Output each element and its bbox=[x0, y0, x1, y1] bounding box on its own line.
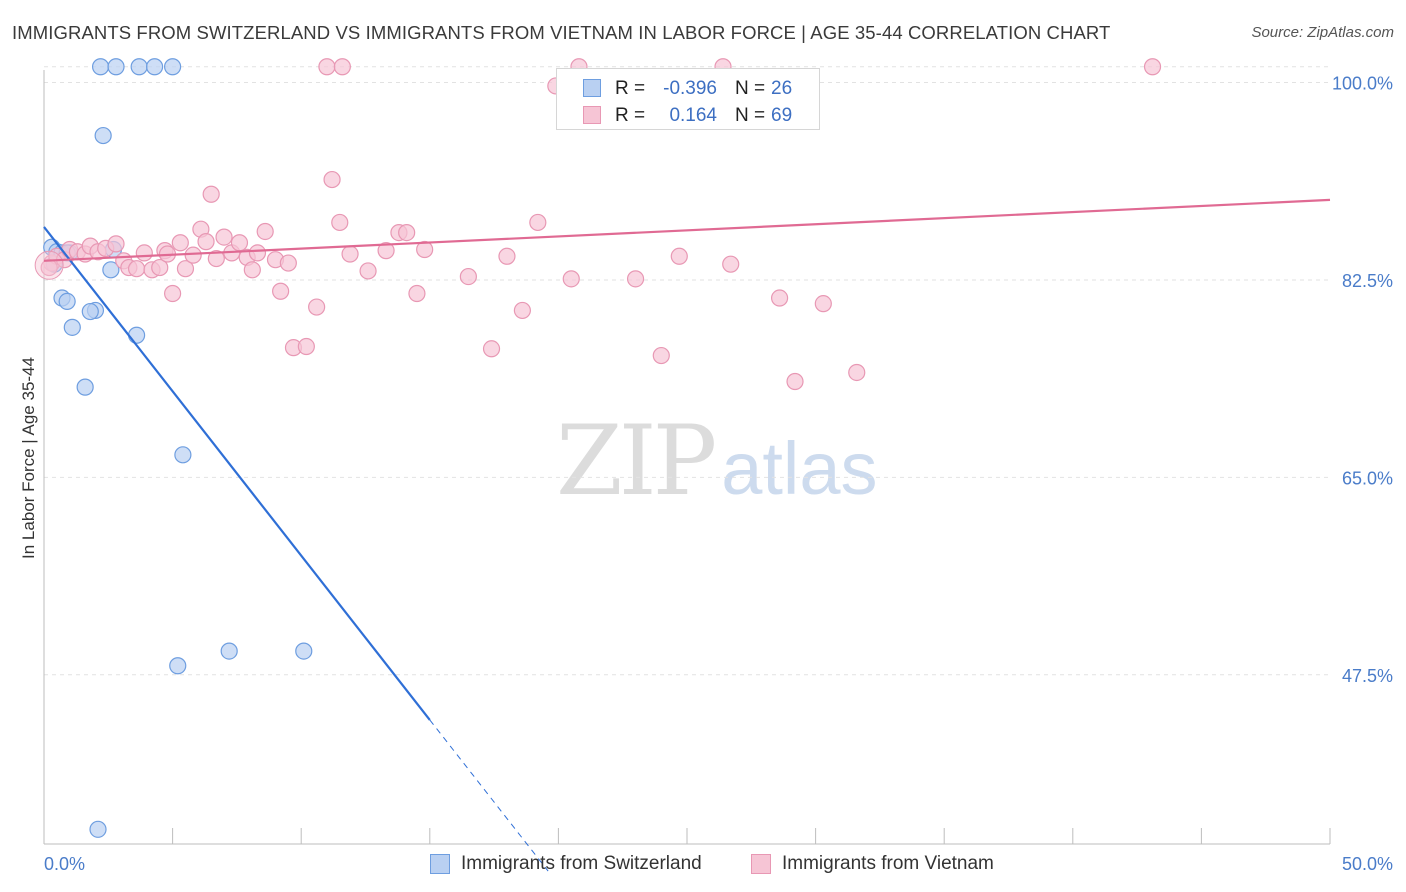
vietnam-point bbox=[341, 245, 359, 263]
vietnam-point bbox=[377, 242, 395, 260]
vietnam-point bbox=[318, 58, 336, 76]
vietnam-point bbox=[786, 372, 804, 391]
r-value: 0.164 bbox=[669, 105, 717, 126]
vietnam-point bbox=[626, 270, 645, 288]
vietnam-point bbox=[1143, 58, 1162, 76]
vietnam-point bbox=[408, 284, 426, 303]
vietnam-point bbox=[215, 228, 233, 246]
series-legend: Immigrants from Switzerland Immigrants f… bbox=[0, 852, 1406, 878]
vietnam-point bbox=[652, 346, 670, 365]
switzerland-point bbox=[76, 378, 94, 396]
n-label: N = bbox=[735, 105, 766, 126]
switzerland-point bbox=[81, 302, 99, 321]
axes bbox=[43, 70, 1331, 845]
switzerland-point bbox=[164, 58, 182, 76]
vietnam-point bbox=[151, 258, 169, 277]
vietnam-point bbox=[359, 262, 377, 280]
switzerland-point bbox=[295, 642, 313, 660]
r-label: R = bbox=[615, 105, 646, 126]
vietnam-point bbox=[256, 222, 274, 241]
vietnam-point bbox=[127, 260, 146, 278]
vietnam-point bbox=[459, 267, 477, 286]
legend-swatch-switzerland bbox=[430, 854, 450, 874]
switzerland-point bbox=[169, 657, 187, 675]
vietnam-point bbox=[513, 301, 531, 320]
switzerland-swatch bbox=[583, 79, 601, 97]
switzerland-point bbox=[130, 58, 148, 76]
vietnam-point bbox=[333, 58, 351, 76]
vietnam-point bbox=[272, 282, 290, 300]
vietnam-point bbox=[482, 340, 501, 358]
r-label: R = bbox=[615, 78, 646, 99]
vietnam-point bbox=[243, 261, 261, 279]
vietnam-point bbox=[323, 170, 341, 189]
switzerland-point bbox=[94, 126, 112, 145]
watermark-atlas: atlas bbox=[721, 427, 878, 510]
switzerland-point bbox=[63, 318, 81, 336]
gridlines bbox=[44, 66, 1330, 676]
vietnam-point bbox=[398, 223, 416, 242]
vietnam-trend-line bbox=[43, 198, 1331, 262]
vietnam-point bbox=[164, 284, 182, 303]
vietnam-cluster-point bbox=[34, 250, 64, 280]
data-points bbox=[34, 58, 1162, 838]
legend-label-vietnam: Immigrants from Vietnam bbox=[782, 853, 994, 874]
switzerland-trend-line-extension bbox=[429, 719, 549, 872]
vietnam-point bbox=[416, 240, 434, 259]
vietnam-point bbox=[197, 233, 215, 251]
vietnam-point bbox=[722, 255, 740, 273]
vietnam-point bbox=[202, 185, 220, 203]
switzerland-point bbox=[91, 58, 110, 76]
tick-labels: 100.0% 82.5% 65.0% 47.5% 0.0% 50.0% bbox=[44, 74, 1393, 874]
switzerland-point bbox=[220, 642, 238, 660]
chart-title: IMMIGRANTS FROM SWITZERLAND VS IMMIGRANT… bbox=[12, 22, 1111, 43]
vietnam-point bbox=[184, 246, 202, 264]
r-value: -0.396 bbox=[663, 78, 717, 99]
trend-lines bbox=[43, 198, 1331, 872]
vietnam-point bbox=[848, 363, 866, 382]
vietnam-point bbox=[498, 247, 516, 265]
vietnam-point bbox=[814, 295, 832, 313]
vietnam-point bbox=[331, 213, 349, 232]
legend-label-switzerland: Immigrants from Switzerland bbox=[461, 853, 702, 874]
vietnam-point bbox=[297, 337, 315, 356]
vietnam-point bbox=[248, 244, 267, 262]
n-value: 26 bbox=[771, 78, 793, 99]
switzerland-point bbox=[145, 58, 164, 76]
n-label: N = bbox=[735, 78, 766, 99]
x-tick-label: 0.0% bbox=[44, 854, 85, 874]
source-label: Source: ZipAtlas.com bbox=[1251, 24, 1394, 41]
switzerland-point bbox=[89, 820, 107, 838]
vietnam-point bbox=[770, 289, 789, 307]
vietnam-point bbox=[670, 247, 688, 265]
switzerland-point bbox=[102, 261, 120, 279]
vietnam-point bbox=[171, 234, 189, 252]
legend-swatch-vietnam bbox=[751, 854, 771, 874]
x-tick-label: 50.0% bbox=[1342, 854, 1393, 874]
switzerland-trend-line bbox=[43, 226, 431, 721]
n-value: 69 bbox=[771, 105, 793, 126]
switzerland-point bbox=[107, 58, 125, 76]
stats-legend: R = -0.396 N = 26 R = 0.164 N = 69 bbox=[556, 68, 820, 130]
y-tick-label: 82.5% bbox=[1342, 271, 1393, 291]
vietnam-point bbox=[562, 270, 580, 288]
vietnam-point bbox=[207, 249, 225, 268]
y-tick-label: 100.0% bbox=[1332, 74, 1393, 94]
switzerland-point bbox=[127, 326, 146, 344]
vietnam-point bbox=[107, 235, 125, 253]
switzerland-point bbox=[174, 446, 192, 464]
watermark: ZIP atlas bbox=[556, 405, 878, 517]
vietnam-point bbox=[135, 244, 153, 262]
y-tick-label: 47.5% bbox=[1342, 666, 1393, 686]
vietnam-point bbox=[279, 254, 297, 272]
y-tick-label: 65.0% bbox=[1342, 468, 1393, 488]
vietnam-point bbox=[230, 234, 249, 252]
vietnam-swatch bbox=[583, 106, 601, 124]
watermark-zip: ZIP bbox=[556, 405, 717, 517]
vietnam-point bbox=[529, 213, 547, 232]
vietnam-point bbox=[176, 260, 195, 278]
switzerland-point bbox=[58, 292, 76, 311]
vietnam-point bbox=[308, 298, 326, 316]
